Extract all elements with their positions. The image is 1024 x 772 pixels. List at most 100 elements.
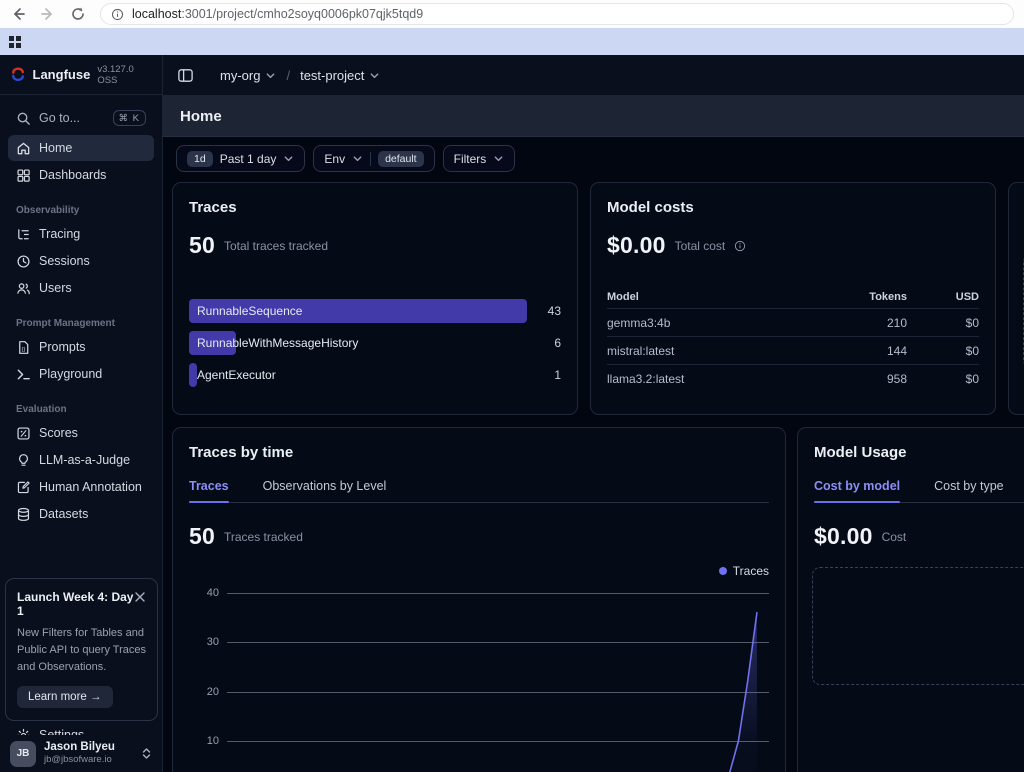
terminal-icon [16, 367, 31, 382]
traces-total: 50 [189, 232, 215, 259]
bar-value: 1 [554, 363, 561, 387]
model-usage-card: Model Usage Cost by model Cost by type U… [797, 427, 1024, 772]
sidebar-item-datasets[interactable]: Datasets [8, 501, 154, 527]
sidebar-item-sessions[interactable]: Sessions [8, 248, 154, 274]
sidebar-item-label: Dashboards [39, 168, 106, 182]
filters-button[interactable]: Filters [443, 145, 516, 172]
topbar: my-org / test-project [163, 55, 1024, 96]
tab-cost-by-model[interactable]: Cost by model [814, 479, 900, 502]
chevron-down-icon [369, 70, 380, 81]
table-row: llama3.2:latest 958 $0 [607, 365, 979, 393]
reload-icon[interactable] [70, 6, 86, 22]
goto-label: Go to... [39, 111, 105, 125]
org-selector[interactable]: my-org [220, 68, 276, 83]
sidebar-item-label: Tracing [39, 227, 80, 241]
promo-body: New Filters for Tables and Public API to… [17, 625, 146, 676]
sidebar-item-label: Users [39, 281, 72, 295]
total-cost: $0.00 [607, 232, 666, 259]
model-costs-card: Model costs $0.00 Total cost Model Token… [590, 182, 996, 415]
avatar: JB [10, 741, 36, 767]
traces-caption: Total traces tracked [224, 239, 328, 253]
user-menu[interactable]: JB Jason Bilyeu jb@jbsofware.io [0, 735, 162, 772]
y-tick: 20 [189, 686, 219, 698]
traces-by-time-title: Traces by time [189, 444, 769, 461]
traces-by-time-tabs: Traces Observations by Level [189, 479, 769, 503]
tab-cost-by-type[interactable]: Cost by type [934, 479, 1003, 502]
sidebar-item-users[interactable]: Users [8, 275, 154, 301]
sidebar-item-label: Home [39, 141, 72, 155]
chevron-down-icon [493, 153, 504, 164]
chart-legend: Traces [719, 564, 769, 578]
bar-label: RunnableSequence [197, 299, 302, 323]
bar-value: 43 [548, 299, 561, 323]
breadcrumb-separator: / [286, 68, 290, 83]
model-costs-title: Model costs [607, 199, 979, 216]
y-tick: 10 [189, 735, 219, 747]
cmd-k-shortcut: ⌘ K [113, 110, 146, 126]
section-prompt-management: Prompt Management [16, 318, 162, 329]
sidebar-item-label: Scores [39, 426, 78, 440]
sidebar-item-llm-as-a-judge[interactable]: LLM-as-a-Judge [8, 447, 154, 473]
bar-label: AgentExecutor [197, 363, 276, 387]
date-range-button[interactable]: 1d Past 1 day [176, 145, 305, 172]
file-icon: {} [16, 340, 31, 355]
traces-legend-dot [719, 567, 727, 575]
svg-text:{}: {} [22, 346, 26, 352]
url-text: localhost:3001/project/cmho2soyq0006pk07… [132, 7, 423, 21]
langfuse-logo-icon [11, 67, 26, 82]
sidebar-item-human-annotation[interactable]: Human Annotation [8, 474, 154, 500]
bar-row: AgentExecutor 1 [189, 363, 561, 387]
bookmarks-bar [0, 28, 1024, 55]
sidebar-item-prompts[interactable]: {} Prompts [8, 334, 154, 360]
sidebar-item-home[interactable]: Home [8, 135, 154, 161]
y-tick: 30 [189, 636, 219, 648]
table-row: mistral:latest 144 $0 [607, 337, 979, 365]
model-usage-empty-state [812, 567, 1024, 685]
sidebar-item-playground[interactable]: Playground [8, 361, 154, 387]
tracing-icon [16, 227, 31, 242]
sidebar-item-scores[interactable]: Scores [8, 420, 154, 446]
chevron-up-down-icon [141, 747, 152, 760]
env-value-badge: default [378, 151, 424, 167]
chevron-down-icon [283, 153, 294, 164]
sidebar-item-label: LLM-as-a-Judge [39, 453, 130, 467]
sidebar: Langfuse v3.127.0 OSS Go to... ⌘ K Home … [0, 55, 163, 772]
env-filter-button[interactable]: Env default [313, 145, 434, 172]
apps-icon[interactable] [9, 36, 21, 48]
sidebar-toggle-icon[interactable] [177, 67, 194, 84]
site-info-icon[interactable] [111, 8, 124, 21]
sidebar-item-label: Playground [39, 367, 102, 381]
learn-more-button[interactable]: Learn more → [17, 686, 113, 708]
annotation-icon [16, 480, 31, 495]
sidebar-item-dashboards[interactable]: Dashboards [8, 162, 154, 188]
tab-traces[interactable]: Traces [189, 479, 229, 502]
usage-cost-caption: Cost [882, 530, 907, 544]
table-row: gemma3:4b 210 $0 [607, 309, 979, 337]
brand-row: Langfuse v3.127.0 OSS [0, 55, 162, 95]
address-bar[interactable]: localhost:3001/project/cmho2soyq0006pk07… [100, 3, 1014, 25]
user-name: Jason Bilyeu [44, 741, 133, 754]
date-range-badge: 1d [187, 151, 213, 167]
dashboards-icon [16, 168, 31, 183]
goto-search[interactable]: Go to... ⌘ K [8, 105, 154, 131]
bar-row: RunnableWithMessageHistory 6 [189, 331, 561, 355]
info-icon[interactable] [734, 240, 746, 252]
usage-cost-value: $0.00 [814, 523, 873, 550]
env-label: Env [324, 152, 345, 166]
scores-card: Scores 0 [1008, 182, 1024, 415]
user-email: jb@jbsofware.io [44, 755, 133, 766]
forward-icon[interactable] [40, 6, 56, 22]
sidebar-item-tracing[interactable]: Tracing [8, 221, 154, 247]
lightbulb-icon [16, 453, 31, 468]
sidebar-item-label: Sessions [39, 254, 90, 268]
back-icon[interactable] [10, 6, 26, 22]
tab-observations-by-level[interactable]: Observations by Level [263, 479, 387, 502]
model-costs-table: Model Tokens USD gemma3:4b 210 $0 mistra… [607, 285, 979, 393]
section-observability: Observability [16, 205, 162, 216]
brand-version: v3.127.0 OSS [97, 64, 151, 86]
content: 1d Past 1 day Env default Filters Traces… [163, 137, 1024, 772]
close-icon[interactable] [134, 591, 146, 603]
project-selector[interactable]: test-project [300, 68, 380, 83]
date-range-label: Past 1 day [220, 152, 277, 166]
filters-label: Filters [454, 152, 487, 166]
